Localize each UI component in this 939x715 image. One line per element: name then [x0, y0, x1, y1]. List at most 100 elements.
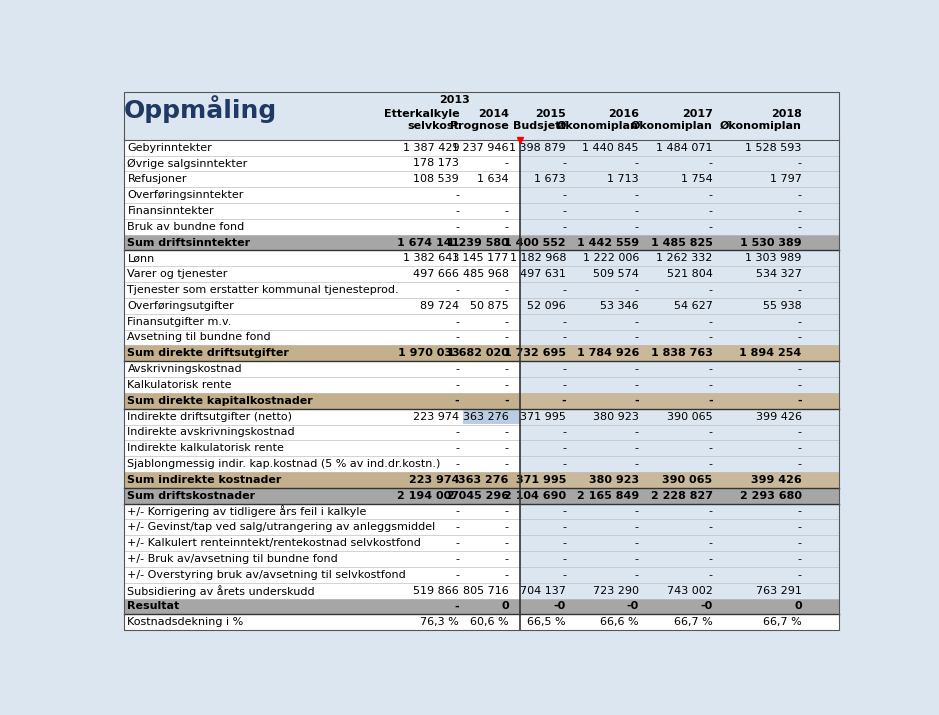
Bar [124, 472, 520, 488]
Text: -: - [505, 317, 509, 327]
Text: -: - [505, 523, 509, 533]
Text: -: - [709, 570, 713, 580]
Text: -: - [709, 554, 713, 564]
Text: -: - [709, 523, 713, 533]
Text: +/- Overstyring bruk av/avsetning til selvkostfond: +/- Overstyring bruk av/avsetning til se… [128, 570, 407, 580]
Text: -: - [504, 396, 509, 406]
Text: 0: 0 [501, 601, 509, 611]
Text: 1 145 177: 1 145 177 [453, 253, 509, 263]
Bar [124, 519, 520, 536]
Bar [520, 598, 839, 614]
Text: Øvrige salgsinntekter: Øvrige salgsinntekter [128, 158, 248, 169]
Text: -: - [635, 364, 639, 374]
Text: 53 346: 53 346 [600, 301, 639, 311]
Bar [520, 203, 839, 219]
Text: 1 440 845: 1 440 845 [582, 142, 639, 152]
Text: -: - [562, 459, 566, 469]
Bar [520, 409, 839, 425]
Text: 2 165 849: 2 165 849 [577, 490, 639, 500]
Text: 2015: 2015 [535, 109, 566, 119]
Text: Avskrivningskostnad: Avskrivningskostnad [128, 364, 242, 374]
Text: +/- Bruk av/avsetning til bundne fond: +/- Bruk av/avsetning til bundne fond [128, 554, 338, 564]
Text: 371 995: 371 995 [516, 475, 566, 485]
Text: -: - [635, 159, 639, 169]
Text: Lønn: Lønn [128, 253, 155, 263]
Bar [124, 282, 520, 298]
Text: -: - [562, 332, 566, 342]
Bar [520, 361, 839, 377]
Bar [520, 440, 839, 456]
Text: -: - [635, 538, 639, 548]
Text: Varer og tjenester: Varer og tjenester [128, 269, 228, 279]
Text: Resultat: Resultat [128, 601, 179, 611]
Text: 1 382 643: 1 382 643 [403, 253, 459, 263]
Text: Økonomiplan: Økonomiplan [631, 122, 713, 132]
Text: -: - [562, 380, 566, 390]
Text: -0: -0 [626, 601, 639, 611]
Text: 223 974: 223 974 [413, 412, 459, 422]
Text: -: - [635, 554, 639, 564]
Text: 89 724: 89 724 [420, 301, 459, 311]
Text: 390 065: 390 065 [667, 412, 713, 422]
Text: -: - [798, 222, 802, 232]
Bar [124, 377, 520, 393]
Text: 1 485 825: 1 485 825 [651, 237, 713, 247]
Text: -: - [798, 190, 802, 200]
Text: 2 293 680: 2 293 680 [740, 490, 802, 500]
Text: 108 539: 108 539 [413, 174, 459, 184]
Text: -: - [709, 317, 713, 327]
Bar [520, 219, 839, 235]
Text: -: - [635, 443, 639, 453]
Text: Finansinntekter: Finansinntekter [128, 206, 214, 216]
Text: -: - [505, 332, 509, 342]
Text: 1 303 989: 1 303 989 [746, 253, 802, 263]
Text: selvkost: selvkost [408, 122, 459, 132]
Text: Økonomiplan: Økonomiplan [720, 122, 802, 132]
Bar [124, 314, 520, 330]
Bar [520, 614, 839, 630]
Text: 1 732 695: 1 732 695 [504, 348, 566, 358]
Text: 60,6 %: 60,6 % [470, 617, 509, 627]
Text: 2014: 2014 [478, 109, 509, 119]
Text: Kalkulatorisk rente: Kalkulatorisk rente [128, 380, 232, 390]
Text: 1 754: 1 754 [681, 174, 713, 184]
Text: Økonomiplan: Økonomiplan [557, 122, 639, 132]
Bar [124, 330, 520, 345]
Text: 704 137: 704 137 [520, 586, 566, 596]
Text: -: - [505, 459, 509, 469]
Text: -: - [798, 506, 802, 516]
Text: 52 096: 52 096 [528, 301, 566, 311]
Text: -: - [454, 396, 459, 406]
Text: -: - [455, 523, 459, 533]
Text: -0: -0 [554, 601, 566, 611]
Bar [124, 235, 520, 250]
Text: -: - [562, 538, 566, 548]
Text: Indirekte kalkulatorisk rente: Indirekte kalkulatorisk rente [128, 443, 285, 453]
Text: -: - [505, 222, 509, 232]
Bar [124, 536, 520, 551]
Bar [124, 503, 520, 519]
Text: -: - [798, 538, 802, 548]
Text: 76,3 %: 76,3 % [421, 617, 459, 627]
Text: Indirekte avskrivningskostnad: Indirekte avskrivningskostnad [128, 428, 295, 438]
Text: 54 627: 54 627 [673, 301, 713, 311]
Text: -: - [635, 380, 639, 390]
Text: -: - [454, 601, 459, 611]
Text: 2 228 827: 2 228 827 [651, 490, 713, 500]
Text: -: - [709, 285, 713, 295]
Text: -: - [455, 332, 459, 342]
Text: 371 995: 371 995 [520, 412, 566, 422]
Text: 509 574: 509 574 [593, 269, 639, 279]
Text: 223 974: 223 974 [408, 475, 459, 485]
Text: 2 045 296: 2 045 296 [447, 490, 509, 500]
Text: 1 838 763: 1 838 763 [651, 348, 713, 358]
Text: 2 104 690: 2 104 690 [504, 490, 566, 500]
Text: -: - [562, 364, 566, 374]
Text: 66,5 %: 66,5 % [528, 617, 566, 627]
Bar [124, 345, 520, 361]
Bar [520, 503, 839, 519]
Text: 1 222 006: 1 222 006 [582, 253, 639, 263]
Text: -: - [455, 459, 459, 469]
Text: 485 968: 485 968 [463, 269, 509, 279]
Bar [124, 266, 520, 282]
